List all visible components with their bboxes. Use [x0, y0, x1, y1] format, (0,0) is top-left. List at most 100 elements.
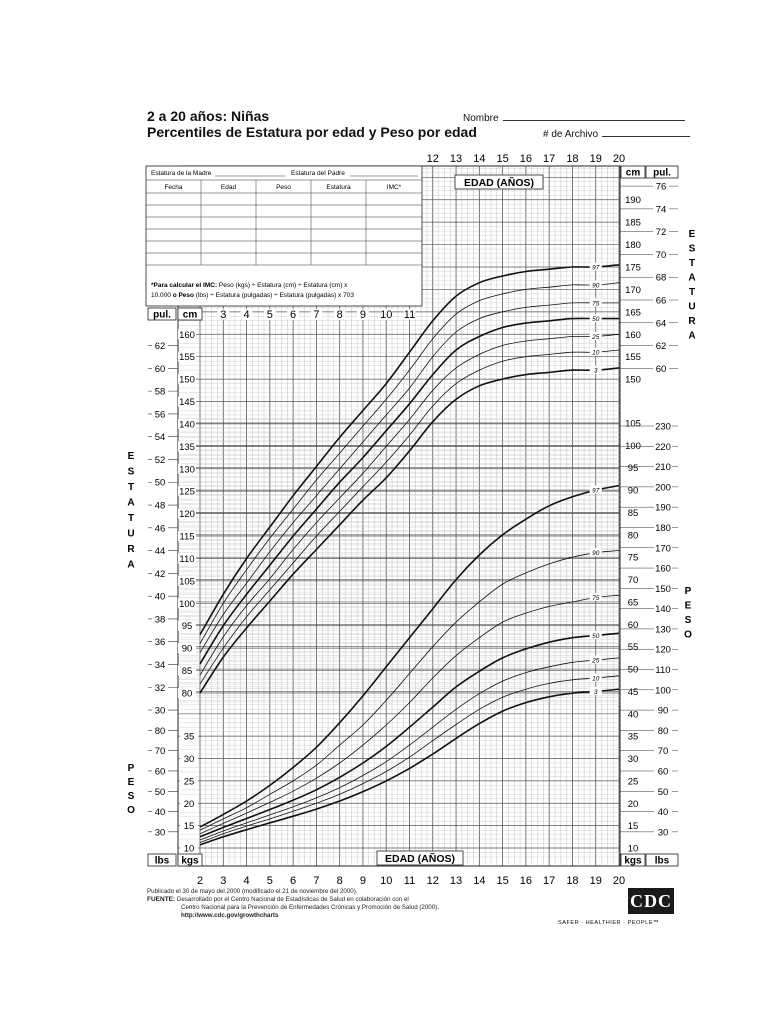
- footer-source: FUENTE: Desarrollado por el Centro Nacio…: [147, 896, 439, 904]
- stature-axis-label-right: A: [688, 331, 695, 342]
- weight-lb-tick-label-bg: [152, 745, 168, 756]
- weight-kg-tick-label-right-bg: [624, 552, 642, 563]
- weight-percentile-label: 3: [594, 689, 598, 696]
- weight-kg-tick-label-right-bg: [624, 574, 642, 585]
- record-number-field[interactable]: # de Archivo: [543, 127, 691, 140]
- age-tick-label-bottom: 12: [427, 875, 439, 887]
- weight-kg-tick-label-right-bg: [624, 798, 642, 809]
- stature-cm-tick-label-bg: [178, 418, 196, 429]
- stature-cm-tick-label-right: 160: [625, 330, 641, 341]
- stature-cm-tick-label-right: 170: [625, 285, 641, 296]
- weight-lb-tick-label-right: 50: [658, 787, 669, 798]
- weight-lb-tick-label: 50: [155, 787, 166, 798]
- weight-lb-tick-label-right-bg: [654, 441, 672, 452]
- age-tick-label-top: 19: [590, 153, 602, 165]
- footer-url[interactable]: http://www.cdc.gov/growthcharts: [181, 912, 279, 919]
- stature-in-tick-label-right: 64: [656, 318, 667, 329]
- weight-lb-tick-label-right-bg: [654, 623, 672, 634]
- weight-lb-tick-label-right: 120: [655, 645, 671, 656]
- weight-kg-tick-label-right: 10: [628, 844, 639, 855]
- weight-kg-tick-label-right: 60: [628, 620, 639, 631]
- table-column-header: Fecha: [164, 184, 182, 191]
- age-tick-label-bottom: 17: [543, 875, 555, 887]
- weight-lb-tick-label: 70: [155, 746, 166, 757]
- age-tick-label-middle-bg: [217, 309, 230, 320]
- stature-in-tick-label-right: 68: [656, 273, 667, 284]
- weight-lb-tick-label-right: 220: [655, 442, 671, 453]
- stature-in-tick-label: 44: [155, 546, 166, 557]
- stature-cm-tick-label-right-bg: [624, 217, 642, 228]
- weight-percentile-label: 25: [591, 658, 600, 665]
- age-tick-label-top: 14: [473, 153, 485, 165]
- weight-axis-label-left: P: [128, 763, 135, 774]
- weight-lb-tick-label-right-bg: [654, 725, 672, 736]
- stature-cm-tick-label: 100: [179, 599, 195, 610]
- name-field[interactable]: Nombre: [463, 111, 685, 124]
- cdc-tagline: SAFER · HEALTHIER · PEOPLE™: [558, 920, 660, 926]
- weight-percentile-label: 50: [592, 633, 600, 640]
- stature-in-tick-label: 60: [155, 364, 166, 375]
- weight-lb-tick-label-right-bg: [654, 705, 672, 716]
- stature-cm-tick-label: 110: [179, 554, 194, 565]
- stature-percentile-line: [199, 264, 620, 636]
- stature-cm-tick-label-bg: [178, 665, 196, 676]
- stature-cm-tick-label: 120: [179, 509, 195, 520]
- weight-kg-tick-label-right: 15: [628, 821, 639, 832]
- stature-in-tick-label-right: 72: [656, 227, 667, 238]
- age-tick-label-middle-bg: [403, 309, 416, 320]
- stature-cm-unit-right: cm: [626, 168, 641, 179]
- weight-kg-unit-right: kgs: [624, 856, 642, 867]
- weight-kg-tick-label-right: 35: [628, 732, 639, 743]
- stature-axis-label-right: U: [688, 302, 695, 313]
- stature-cm-tick-label-bg: [178, 643, 196, 654]
- weight-kg-tick-label: 25: [184, 776, 195, 787]
- weight-kg-tick-label-right: 50: [628, 665, 639, 676]
- weight-axis-label-right: O: [684, 630, 692, 641]
- weight-kg-tick-label: 35: [184, 732, 195, 743]
- age-axis-label-bottom: EDAD (AÑOS): [385, 852, 455, 865]
- weight-kg-tick-label-right-bg: [624, 619, 642, 630]
- weight-percentile-label: 90: [592, 550, 600, 557]
- weight-percentile-label-bg: [589, 485, 602, 494]
- stature-cm-tick-label: 85: [182, 666, 193, 677]
- weight-kg-tick-label-right: 80: [628, 530, 639, 541]
- weight-kg-tick-label-right-bg: [624, 485, 642, 496]
- stature-in-tick-label: 40: [155, 592, 166, 603]
- weight-kg-tick-label-right-bg: [624, 529, 642, 540]
- stature-cm-tick-label: 105: [179, 576, 195, 587]
- stature-axis-label-right: T: [689, 258, 695, 269]
- age-tick-label-middle-bg: [263, 309, 276, 320]
- weight-axis-label-left: S: [128, 791, 135, 802]
- chart-title-line1: 2 a 20 años: Niñas: [147, 108, 270, 124]
- weight-kg-tick-label-right: 85: [628, 508, 639, 519]
- weight-kg-tick-label-right: 20: [628, 799, 639, 810]
- stature-in-tick-label-bg: [152, 386, 168, 397]
- age-tick-label-bottom: 4: [243, 875, 249, 887]
- stature-cm-tick-label-right-bg: [624, 329, 642, 340]
- stature-cm-tick-label: 150: [179, 375, 195, 386]
- weight-kg-tick-label-right-bg: [624, 507, 642, 518]
- age-tick-label-bottom: 16: [520, 875, 532, 887]
- stature-percentile-label-bg: [589, 280, 602, 289]
- stature-in-tick-label-bg: [152, 613, 168, 624]
- stature-axis-label-left: S: [128, 467, 135, 478]
- stature-in-tick-label: 56: [155, 409, 166, 420]
- weight-lb-tick-label-right: 230: [655, 422, 671, 433]
- weight-lb-tick-label-right: 130: [655, 624, 671, 635]
- weight-lb-tick-label-right: 40: [658, 807, 669, 818]
- age-tick-label-middle: 9: [360, 309, 366, 321]
- weight-kg-tick-label-right: 55: [628, 642, 639, 653]
- stature-in-tick-label-bg: [152, 500, 168, 511]
- stature-in-tick-label-right: 62: [656, 341, 667, 352]
- weight-percentile-line: [199, 657, 620, 841]
- stature-in-tick-label-right-bg: [653, 249, 669, 260]
- age-tick-label-bottom: 20: [613, 875, 625, 887]
- stature-in-tick-label-right-bg: [653, 317, 669, 328]
- stature-in-tick-label-right-bg: [653, 203, 669, 214]
- age-tick-label-top: 13: [450, 153, 462, 165]
- stature-in-unit-right-box: [645, 165, 679, 179]
- stature-in-tick-label-bg: [152, 454, 168, 465]
- weight-lb-tick-label-right-bg: [654, 522, 672, 533]
- weight-lb-tick-label-bg: [152, 725, 168, 736]
- stature-cm-tick-label: 80: [182, 689, 193, 700]
